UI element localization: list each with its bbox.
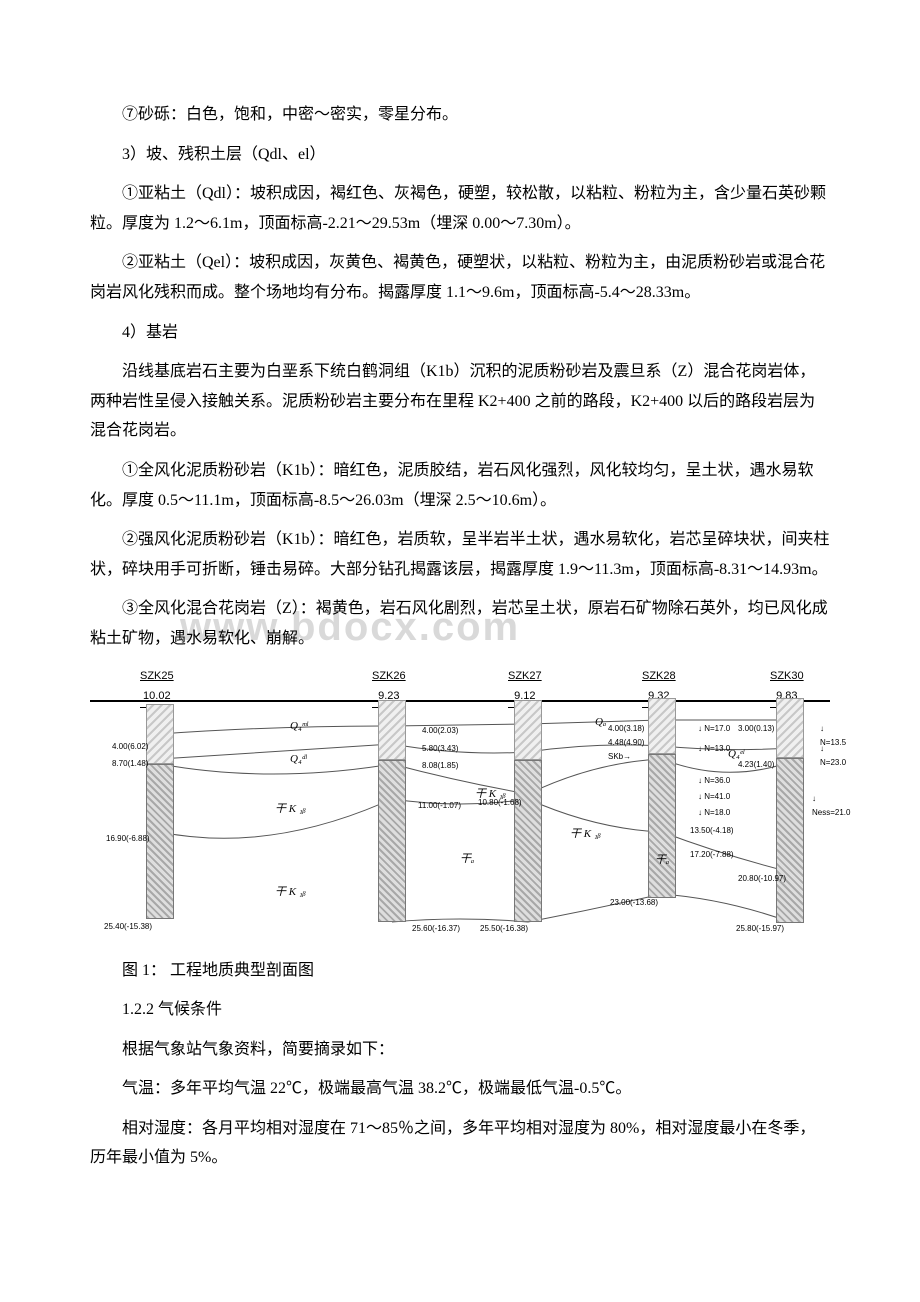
stratum-layer-label: 干 K ₁ᵦ xyxy=(275,882,306,902)
borehole-column-lower xyxy=(776,758,804,923)
borehole-annotation: 25.50(-16.38) xyxy=(480,922,528,937)
borehole-annotation: ↓ Ness=21.0 xyxy=(812,792,850,822)
borehole-annotation: ↓ N=36.0 xyxy=(698,774,730,789)
figure-caption: 图 1： 工程地质典型剖面图 xyxy=(90,956,830,986)
borehole-annotation: 25.60(-16.37) xyxy=(412,922,460,937)
stratum-layer-label: 干 K ₁ᵦ xyxy=(275,799,306,819)
borehole-annotation: 17.20(-7.88) xyxy=(690,848,734,863)
stratum-layer-label: Q₄ᵈˡ xyxy=(290,749,307,769)
stratum-layer-label: Qₐ xyxy=(595,712,606,732)
borehole-column-upper xyxy=(146,704,174,764)
stratum-layer-label: Q₄ᵐˡ xyxy=(290,716,308,736)
borehole-annotation: 5.80(3.43) xyxy=(422,742,458,757)
paragraph-p2: 3）坡、残积土层（Qdl、el） xyxy=(90,140,830,170)
borehole-annotation: 4.48(4.90) xyxy=(608,736,644,751)
stratum-layer-label: 干ₐ xyxy=(460,849,474,869)
stratum-layer-label: 干ₐ xyxy=(655,850,669,870)
borehole-column-upper xyxy=(776,698,804,758)
borehole-annotation: 4.23(1.40) xyxy=(738,758,774,773)
borehole-annotation: ↓ N=23.0 xyxy=(820,742,846,772)
borehole-column-upper xyxy=(648,698,676,754)
borehole-annotation: 23.00(-13.68) xyxy=(610,896,658,911)
paragraph-p7: ①全风化泥质粉砂岩（K1b）：暗红色，泥质胶结，岩石风化强烈，风化较均匀，呈土状… xyxy=(90,456,830,515)
borehole-annotation: 25.40(-15.38) xyxy=(104,920,152,935)
geological-section-diagram: SZK2510.02SZK269.23SZK279.12SZK289.32SZK… xyxy=(90,664,830,944)
paragraph-p1: ⑦砂砾：白色，饱和，中密～密实，零星分布。 xyxy=(90,100,830,130)
borehole-column-lower xyxy=(648,754,676,898)
paragraph-p12: 相对湿度：各月平均相对湿度在 71～85％之间，多年平均相对湿度为 80%，相对… xyxy=(90,1114,830,1173)
borehole-column-lower xyxy=(146,764,174,919)
paragraph-p4: ②亚粘土（Qel）：坡积成因，灰黄色、褐黄色，硬塑状，以粘粒、粉粒为主，由泥质粉… xyxy=(90,248,830,307)
borehole-annotation: 13.50(-4.18) xyxy=(690,824,734,839)
borehole-annotation: SKb→ xyxy=(608,750,631,765)
borehole-annotation: 4.00(6.02) xyxy=(112,740,148,755)
borehole-annotation: 8.08(1.85) xyxy=(422,759,458,774)
borehole-annotation: 4.00(3.18) xyxy=(608,722,644,737)
paragraph-p8: ②强风化泥质粉砂岩（K1b）：暗红色，岩质软，呈半岩半土状，遇水易软化，岩芯呈碎… xyxy=(90,525,830,584)
paragraph-p3: ①亚粘土（Qdl）：坡积成因，褐红色、灰褐色，硬塑，较松散，以粘粒、粉粒为主，含… xyxy=(90,179,830,238)
borehole-annotation: ↓ N=13.0 xyxy=(698,742,730,757)
borehole-annotation: ↓ N=41.0 xyxy=(698,790,730,805)
stratum-layer-label: 干 K ₁ᵦ xyxy=(570,824,601,844)
borehole-annotation: ↓ N=17.0 xyxy=(698,722,730,737)
borehole-column-upper xyxy=(378,700,406,760)
document-content: ⑦砂砾：白色，饱和，中密～密实，零星分布。 3）坡、残积土层（Qdl、el） ①… xyxy=(90,100,830,1173)
borehole-annotation: 4.00(2.03) xyxy=(422,724,458,739)
borehole-column-lower xyxy=(514,760,542,922)
paragraph-p5: 4）基岩 xyxy=(90,318,830,348)
borehole-annotation: 3.00(0.13) xyxy=(738,722,774,737)
paragraph-p9: ③全风化混合花岗岩（Z）：褐黄色，岩石风化剧烈，岩芯呈土状，原岩石矿物除石英外，… xyxy=(90,594,830,653)
borehole-column-upper xyxy=(514,700,542,760)
borehole-annotation: 11.00(-1.07) xyxy=(418,799,461,814)
paragraph-p10: 根据气象站气象资料，简要摘录如下： xyxy=(90,1035,830,1065)
section-heading-122: 1.2.2 气候条件 xyxy=(90,995,830,1025)
paragraph-p11: 气温：多年平均气温 22℃，极端最高气温 38.2℃，极端最低气温-0.5℃。 xyxy=(90,1074,830,1104)
borehole-column-lower xyxy=(378,760,406,922)
borehole-annotation: ↓ N=18.0 xyxy=(698,806,730,821)
borehole-annotation: 16.90(-6.88) xyxy=(106,832,150,847)
borehole-label: SZK2510.02 xyxy=(140,666,174,709)
borehole-annotation: 10.80(-1.68) xyxy=(478,796,522,811)
borehole-annotation: 8.70(1.48) xyxy=(112,757,148,772)
paragraph-p6: 沿线基底岩石主要为白垩系下统白鹤洞组（K1b）沉积的泥质粉砂岩及震旦系（Z）混合… xyxy=(90,357,830,446)
borehole-annotation: 20.80(-10.97) xyxy=(738,872,786,887)
borehole-annotation: 25.80(-15.97) xyxy=(736,922,784,937)
